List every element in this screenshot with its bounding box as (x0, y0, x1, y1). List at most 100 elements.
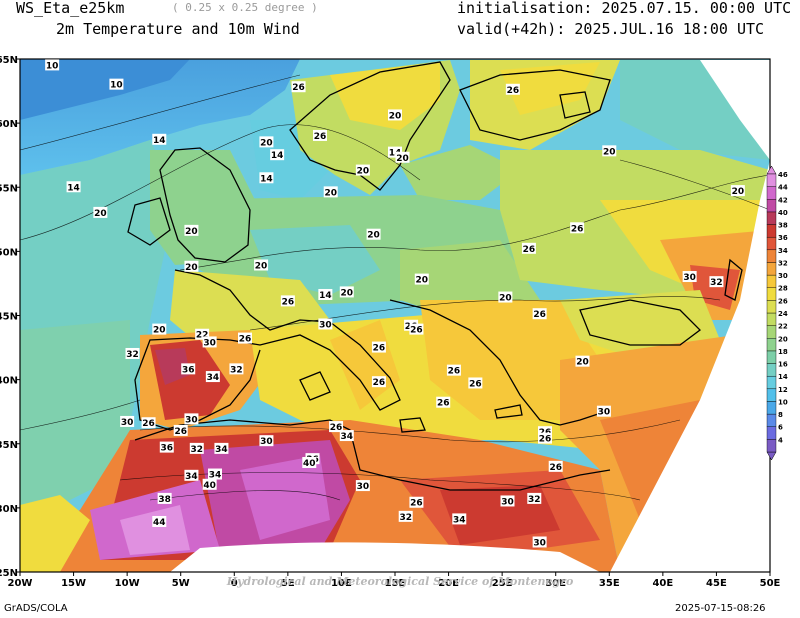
lon-tick-label: 25E (492, 578, 513, 589)
contour-label-box (339, 430, 354, 442)
contour-label: 30 (501, 497, 514, 507)
contour-label: 32 (528, 495, 541, 505)
contour-label-box (291, 81, 306, 93)
contour-label: 20 (603, 147, 616, 157)
contour-label-box (313, 129, 327, 141)
contour-label-box (259, 172, 274, 184)
colorbar-label: 16 (778, 361, 788, 369)
contour-label-box (254, 259, 269, 271)
colorbar-swatch (766, 300, 777, 314)
colorbar-label: 44 (778, 184, 788, 192)
contour-label: 30 (598, 408, 611, 418)
lon-tick-label: 5W (172, 578, 190, 589)
contour-label-box (548, 460, 563, 472)
colorbar-swatch (766, 186, 777, 200)
contour-label-box (214, 442, 229, 454)
contour-label: 36 (161, 444, 174, 454)
lat-tick-label: 60N (0, 119, 18, 130)
contour-label-box (318, 288, 333, 300)
contour-label-box (202, 336, 217, 348)
colorbar-swatch (766, 363, 777, 377)
colorbar-swatch (766, 312, 777, 326)
contour-label: 20 (357, 167, 370, 177)
contour-label: 32 (399, 513, 412, 523)
contour-label: 44 (153, 518, 166, 528)
contour-label-box (195, 328, 210, 340)
contour-label: 22 (196, 331, 209, 341)
lon-tick-label: 15E (385, 578, 406, 589)
contour-label-box (318, 318, 333, 330)
contour-label-box (141, 417, 156, 429)
lon-tick-label: 50E (760, 578, 781, 589)
contour-label-box (157, 492, 172, 504)
software-credit: GrADS/COLA (4, 603, 68, 614)
colorbar-swatch (766, 375, 777, 390)
contour-label: 30 (121, 418, 134, 428)
contour-label-box (159, 441, 174, 453)
colorbar-swatch (766, 338, 777, 352)
contour-label-box (339, 286, 354, 298)
lat-tick-label: 65N (0, 55, 18, 66)
colorbar-label: 46 (778, 171, 788, 179)
contour-label-box (570, 222, 585, 234)
colorbar-swatch (766, 211, 777, 225)
contour-label-box (409, 496, 424, 508)
contour-label: 26 (373, 378, 386, 388)
contour-label-box (208, 468, 222, 480)
lat-tick-label: 40N (0, 376, 18, 387)
colorbar-label: 12 (778, 386, 788, 394)
colorbar-label: 40 (778, 209, 788, 217)
colorbar-label: 18 (778, 348, 788, 356)
contour-label-box (93, 206, 108, 218)
contour-label: 26 (507, 86, 520, 96)
colorbar-label: 42 (778, 196, 788, 204)
colorbar-label: 20 (778, 335, 788, 343)
colorbar-swatch (766, 236, 777, 251)
contour-label-box (538, 426, 552, 438)
contour-label-box (388, 109, 402, 121)
lat-tick-label: 35N (0, 440, 18, 451)
contour-label: 26 (330, 423, 343, 433)
contour-label: 14 (260, 174, 273, 184)
lon-tick-label: 40E (652, 578, 673, 589)
contour-label: 14 (389, 149, 402, 159)
grid-resolution: ( 0.25 x 0.25 degree ) (172, 1, 318, 14)
colorbar-label: 34 (778, 247, 788, 255)
contour-label: 34 (209, 471, 222, 481)
coastlines (127, 61, 743, 491)
colorbar-label: 14 (778, 373, 788, 381)
contour-label: 26 (571, 224, 584, 234)
contour-label-box (414, 273, 429, 285)
contour-label-box (682, 271, 697, 283)
contour-label-box (152, 515, 167, 527)
colorbar-label: 26 (778, 297, 788, 305)
contour-label-box (302, 456, 317, 468)
contour-label: 26 (523, 245, 536, 255)
contour-label: 14 (153, 136, 166, 146)
contour-label-box (521, 242, 536, 254)
contour-label: 26 (533, 310, 546, 320)
contour-label: 26 (373, 344, 386, 354)
contour-label: 10 (46, 61, 59, 71)
contour-label-box (125, 347, 140, 359)
contour-label-box (371, 376, 386, 388)
contour-label-box (468, 377, 483, 389)
contour-label: 34 (215, 445, 228, 455)
colorbar-swatch (766, 173, 777, 187)
contour-label-box (366, 228, 381, 240)
colorbar-label: 30 (778, 272, 788, 280)
lon-tick-label: 5E (281, 578, 295, 589)
lon-tick-label: 15W (61, 578, 86, 589)
run-timestamp: 2025-07-15-08:26 (675, 603, 766, 614)
contour-label-box (259, 435, 274, 447)
contour-label: 32 (710, 278, 723, 288)
contour-label-box (596, 405, 611, 417)
contour-label: 20 (416, 276, 429, 286)
contour-label: 30 (185, 415, 198, 425)
colorbar-swatch (766, 249, 777, 263)
contour-label: 30 (203, 338, 216, 348)
contour-label-box (355, 164, 370, 176)
lat-tick-label: 55N (0, 183, 18, 194)
